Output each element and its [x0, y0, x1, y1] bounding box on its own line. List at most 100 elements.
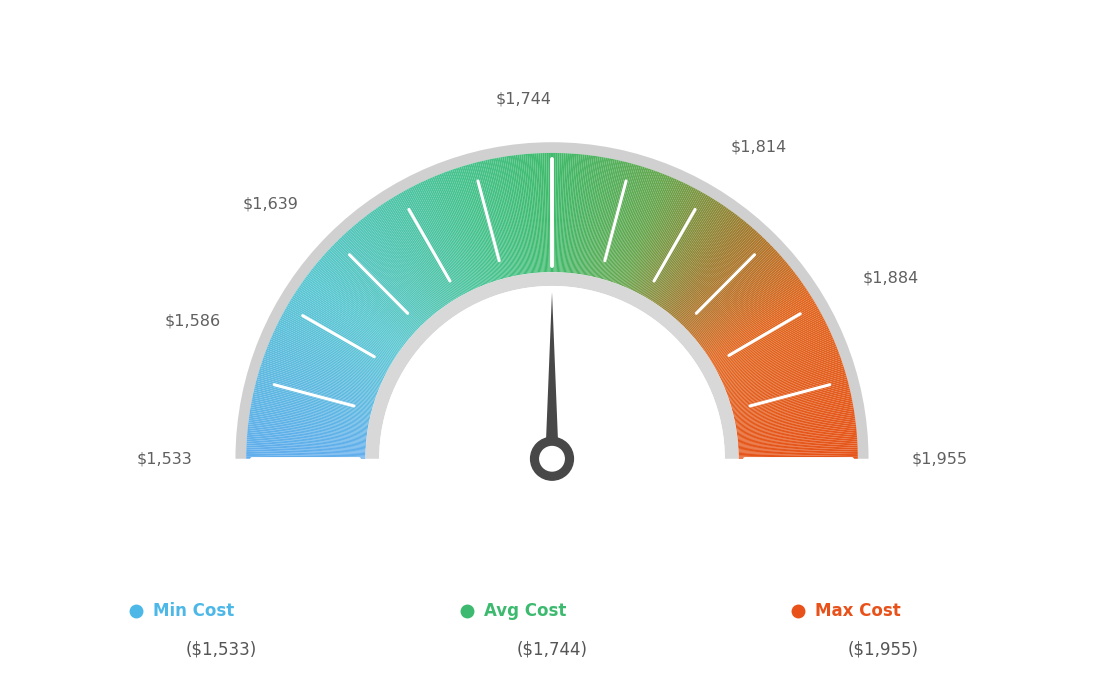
Wedge shape — [410, 187, 466, 294]
Wedge shape — [721, 328, 829, 380]
Wedge shape — [252, 397, 369, 423]
Wedge shape — [721, 331, 830, 382]
Wedge shape — [720, 324, 827, 377]
Wedge shape — [276, 325, 384, 378]
Wedge shape — [505, 157, 524, 275]
Wedge shape — [597, 162, 628, 278]
Wedge shape — [720, 327, 829, 380]
Wedge shape — [711, 298, 814, 362]
Wedge shape — [644, 193, 704, 297]
Wedge shape — [690, 253, 778, 334]
Wedge shape — [394, 195, 457, 299]
Wedge shape — [672, 226, 752, 317]
Wedge shape — [452, 169, 492, 282]
Wedge shape — [604, 165, 639, 280]
Wedge shape — [726, 348, 838, 392]
Wedge shape — [424, 180, 475, 290]
Wedge shape — [371, 211, 443, 308]
Wedge shape — [247, 434, 367, 444]
Wedge shape — [491, 159, 516, 276]
Wedge shape — [549, 153, 551, 273]
Wedge shape — [592, 160, 618, 277]
Wedge shape — [662, 213, 735, 309]
Wedge shape — [599, 163, 631, 279]
Wedge shape — [330, 246, 417, 331]
Wedge shape — [348, 229, 428, 319]
Wedge shape — [274, 331, 383, 382]
Wedge shape — [529, 154, 539, 273]
Wedge shape — [247, 432, 367, 444]
Wedge shape — [246, 444, 365, 451]
Wedge shape — [667, 217, 741, 312]
Text: $1,955: $1,955 — [912, 451, 967, 466]
Wedge shape — [618, 173, 662, 285]
Wedge shape — [400, 193, 460, 297]
Wedge shape — [247, 430, 367, 442]
Wedge shape — [246, 457, 365, 459]
Wedge shape — [652, 201, 718, 302]
Wedge shape — [564, 153, 573, 273]
Wedge shape — [461, 166, 498, 281]
Wedge shape — [272, 335, 381, 384]
Wedge shape — [550, 153, 552, 272]
Wedge shape — [692, 257, 783, 336]
Wedge shape — [713, 305, 817, 366]
Wedge shape — [661, 211, 733, 308]
Wedge shape — [687, 248, 775, 331]
Wedge shape — [262, 361, 375, 400]
Wedge shape — [393, 197, 456, 299]
Wedge shape — [637, 186, 692, 293]
Wedge shape — [379, 286, 725, 459]
Wedge shape — [262, 362, 375, 401]
Wedge shape — [728, 353, 840, 395]
Wedge shape — [295, 292, 395, 358]
Wedge shape — [390, 199, 454, 301]
Wedge shape — [624, 177, 671, 287]
Wedge shape — [643, 192, 702, 297]
Wedge shape — [634, 184, 688, 291]
Wedge shape — [680, 236, 763, 324]
Wedge shape — [705, 284, 804, 353]
Wedge shape — [715, 311, 821, 370]
Wedge shape — [277, 324, 384, 377]
Wedge shape — [732, 375, 847, 409]
Wedge shape — [684, 244, 771, 328]
Wedge shape — [360, 219, 436, 313]
Wedge shape — [714, 306, 818, 367]
Wedge shape — [733, 386, 850, 416]
Wedge shape — [541, 153, 546, 273]
Wedge shape — [300, 284, 399, 353]
Wedge shape — [470, 164, 503, 279]
Wedge shape — [577, 156, 596, 274]
Wedge shape — [331, 245, 418, 329]
Wedge shape — [655, 204, 722, 304]
Wedge shape — [321, 257, 412, 336]
Wedge shape — [351, 227, 431, 318]
Wedge shape — [691, 255, 782, 335]
Wedge shape — [246, 442, 365, 449]
Wedge shape — [598, 163, 630, 278]
Wedge shape — [739, 440, 858, 449]
Wedge shape — [531, 153, 540, 273]
Wedge shape — [707, 287, 806, 355]
Wedge shape — [285, 308, 390, 368]
Wedge shape — [447, 171, 489, 284]
Wedge shape — [694, 261, 786, 339]
Wedge shape — [256, 381, 372, 413]
Wedge shape — [287, 305, 391, 366]
Wedge shape — [406, 189, 464, 295]
Wedge shape — [737, 420, 856, 437]
Wedge shape — [266, 350, 378, 393]
Wedge shape — [546, 153, 550, 273]
Wedge shape — [701, 276, 798, 348]
Wedge shape — [563, 153, 571, 273]
Wedge shape — [737, 430, 857, 442]
Wedge shape — [734, 396, 851, 422]
Wedge shape — [257, 377, 372, 410]
Wedge shape — [264, 355, 376, 397]
Wedge shape — [639, 188, 696, 294]
Wedge shape — [297, 288, 397, 356]
Wedge shape — [280, 317, 386, 373]
Wedge shape — [247, 428, 367, 441]
Wedge shape — [346, 232, 427, 321]
